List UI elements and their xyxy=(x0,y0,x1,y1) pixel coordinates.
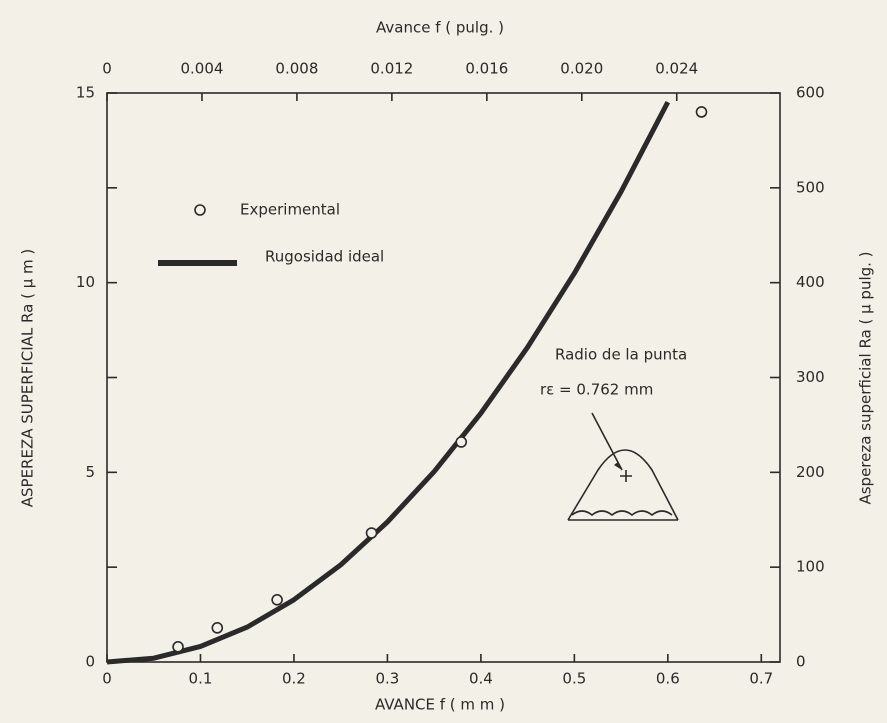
tool-sketch xyxy=(567,412,679,521)
y-tick-label: 10 xyxy=(76,273,95,291)
curve xyxy=(106,100,671,665)
x2-tick-label: 0.016 xyxy=(465,60,508,78)
y2-axis-title: Aspereza superficial Ra ( μ pulg. ) xyxy=(857,251,875,504)
x-tick-label: 0.7 xyxy=(749,670,773,688)
y2-tick-label: 300 xyxy=(796,368,825,386)
x2-tick-label: 0.008 xyxy=(275,60,318,78)
x-tick-label: 0 xyxy=(102,670,112,688)
x-tick-label: 0.3 xyxy=(375,670,399,688)
y2-tick-label: 600 xyxy=(796,84,825,102)
legend-label: Experimental xyxy=(240,201,340,219)
x2-tick-label: 0.020 xyxy=(560,60,603,78)
y2-tick-label: 500 xyxy=(796,178,825,196)
annotation: rε = 0.762 mm xyxy=(540,381,653,399)
y-axis-title: ASPEREZA SUPERFICIAL Ra ( μ m ) xyxy=(19,249,37,508)
x-tick-label: 0.1 xyxy=(189,670,213,688)
data-point xyxy=(211,622,224,634)
y-tick-label: 15 xyxy=(76,84,95,102)
annotation: Radio de la punta xyxy=(555,346,687,364)
data-point xyxy=(695,106,708,118)
data-point xyxy=(365,527,378,539)
x-tick-label: 0.2 xyxy=(282,670,306,688)
x2-tick-label: 0 xyxy=(102,60,112,78)
y2-tick-label: 0 xyxy=(796,653,806,671)
x2-tick-label: 0.024 xyxy=(655,60,698,78)
y2-tick-label: 200 xyxy=(796,463,825,481)
y2-tick-label: 400 xyxy=(796,273,825,291)
data-point xyxy=(455,436,468,448)
top-axis-title: Avance f ( pulg. ) xyxy=(376,19,504,37)
legend-marker xyxy=(194,204,206,216)
x2-tick-label: 0.004 xyxy=(180,60,223,78)
y-tick-label: 5 xyxy=(85,463,95,481)
y2-tick-label: 100 xyxy=(796,558,825,576)
x-tick-label: 0.4 xyxy=(469,670,493,688)
x-tick-label: 0.6 xyxy=(656,670,680,688)
x-axis-title: AVANCE f ( m m ) xyxy=(375,696,505,714)
legend-label: Rugosidad ideal xyxy=(265,248,384,266)
x2-tick-label: 0.012 xyxy=(370,60,413,78)
y-tick-label: 0 xyxy=(85,653,95,671)
x-tick-label: 0.5 xyxy=(562,670,586,688)
data-point xyxy=(271,593,283,606)
data-point xyxy=(172,641,184,653)
